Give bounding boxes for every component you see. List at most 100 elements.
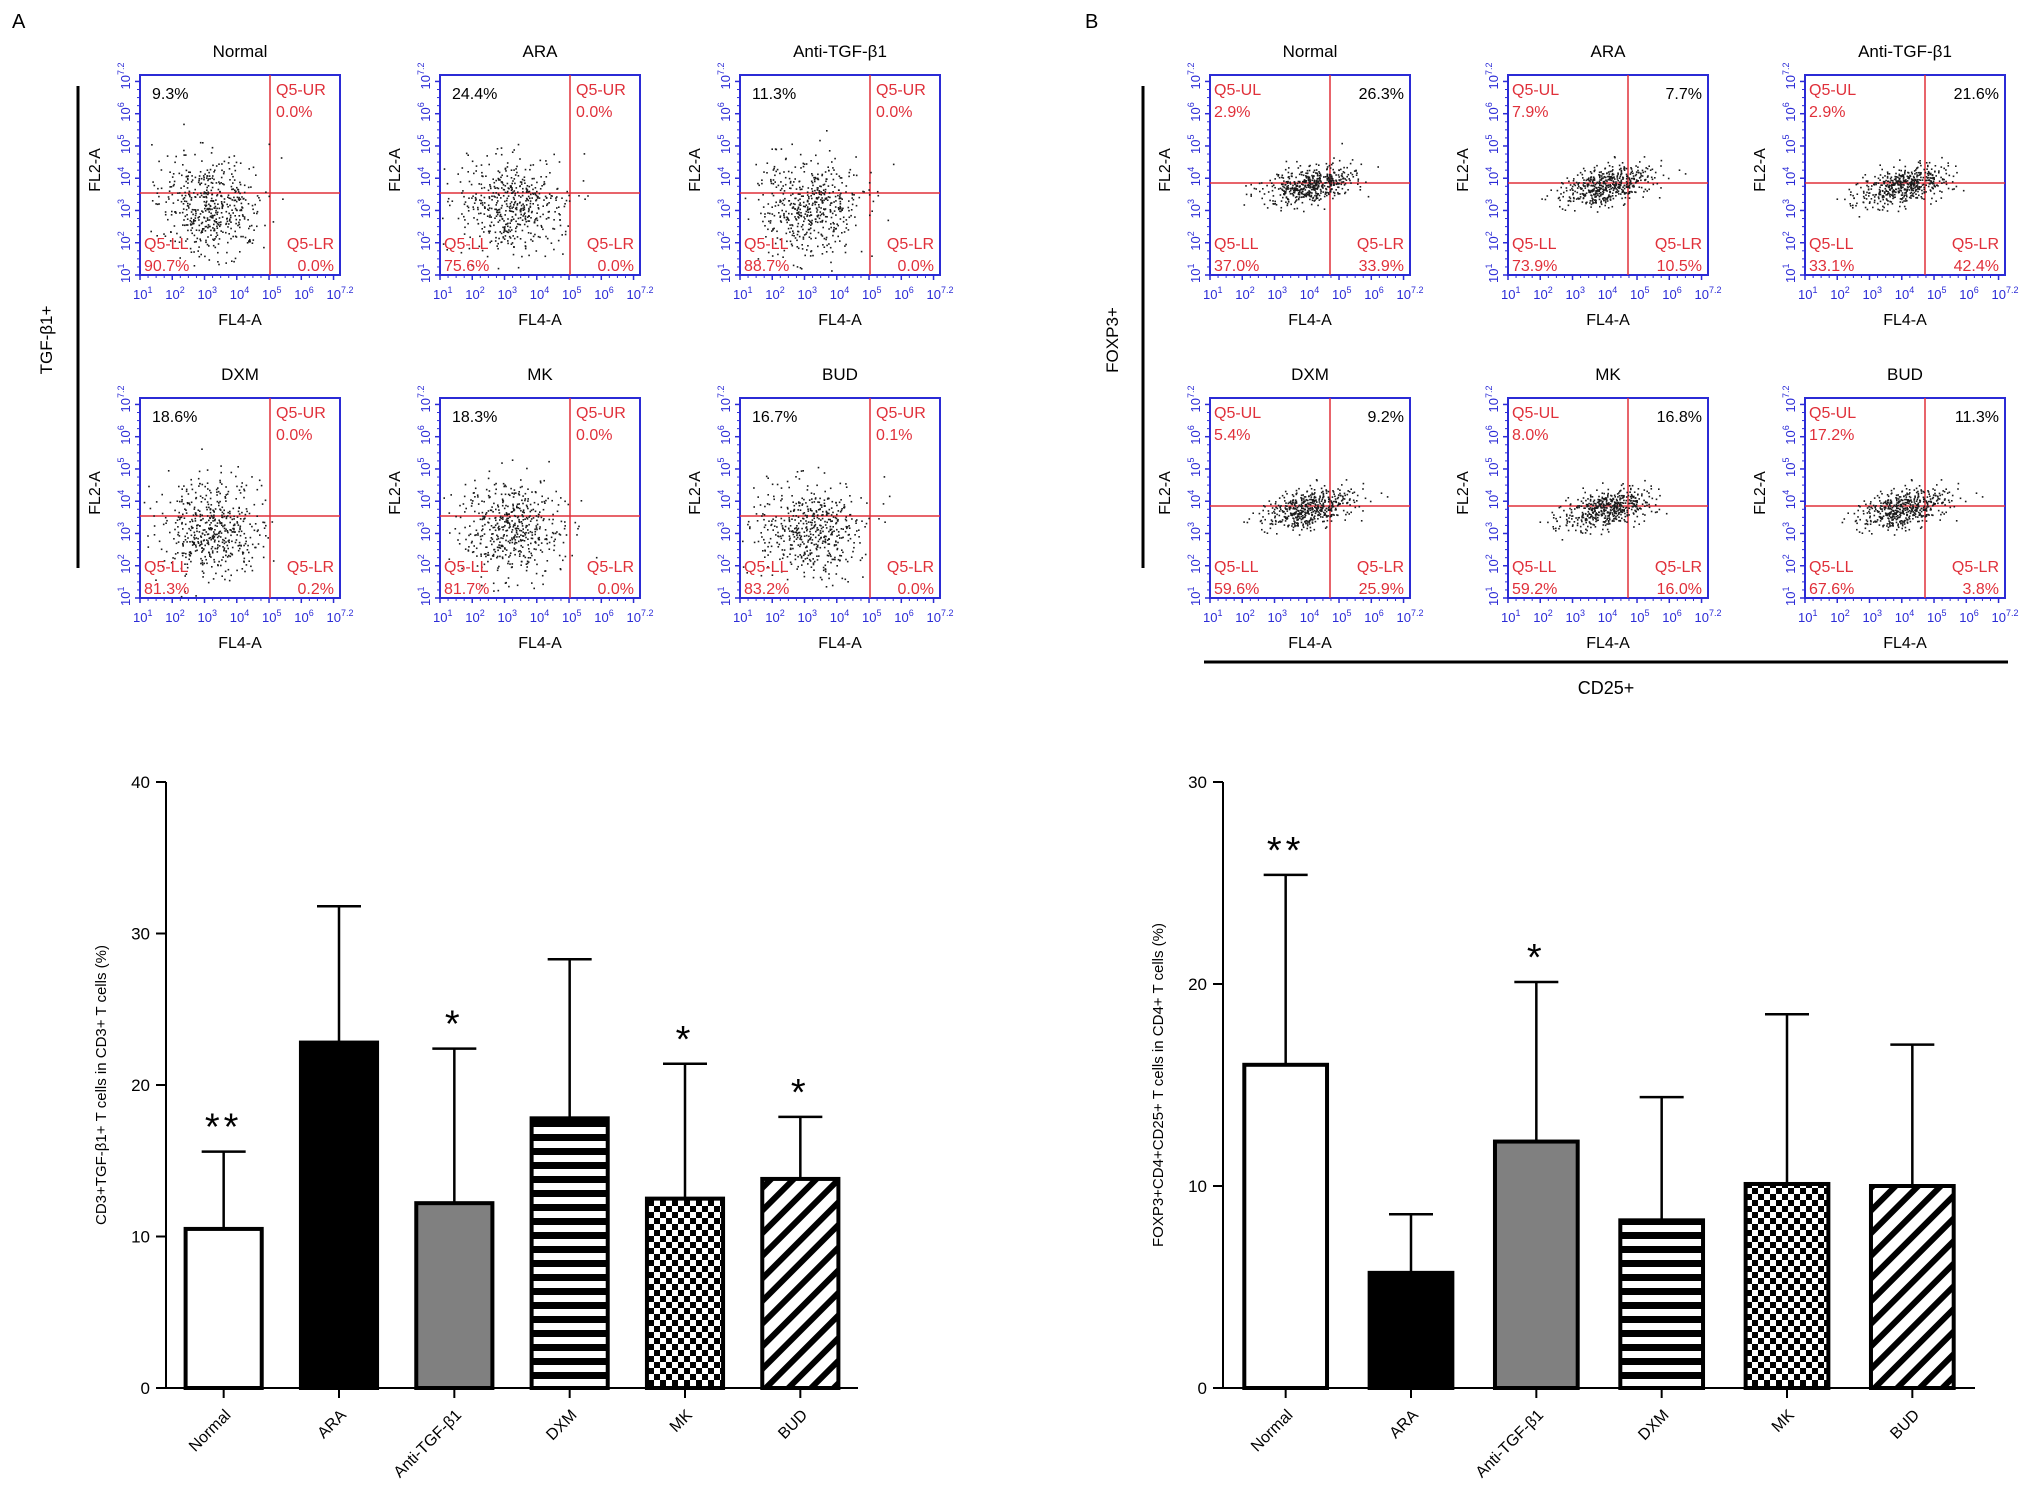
event-dot xyxy=(1276,173,1278,176)
event-dot xyxy=(1285,191,1287,193)
event-dot xyxy=(1616,175,1619,177)
quadrant-ul-label: Q5-UL xyxy=(1214,82,1261,99)
event-dot xyxy=(1342,497,1345,500)
event-dot xyxy=(520,210,522,213)
event-dot xyxy=(1311,192,1313,194)
x-tick-label: 102 xyxy=(1235,608,1254,625)
event-dot xyxy=(796,209,798,212)
event-dot xyxy=(182,541,185,543)
event-dot xyxy=(828,243,830,245)
event-dot xyxy=(1309,507,1312,509)
event-dot xyxy=(1955,185,1958,188)
event-dot xyxy=(217,546,219,549)
event-dot xyxy=(1338,159,1341,162)
event-dot xyxy=(522,502,524,505)
event-dot xyxy=(1885,194,1887,196)
event-dot xyxy=(206,562,208,565)
quadrant-lr-value: 33.9% xyxy=(1359,258,1404,275)
event-dot xyxy=(1893,191,1896,193)
event-dot xyxy=(243,218,246,220)
event-dot xyxy=(233,518,235,520)
event-dot xyxy=(1309,198,1311,201)
event-dot xyxy=(1300,196,1303,199)
event-dot xyxy=(196,237,199,240)
event-dot xyxy=(1640,179,1642,182)
event-dot xyxy=(185,556,187,559)
event-dot xyxy=(236,516,239,518)
event-dot xyxy=(1915,190,1917,192)
event-dot xyxy=(1318,164,1320,166)
event-dot xyxy=(255,174,257,176)
event-dot xyxy=(561,234,563,236)
event-dot xyxy=(1915,169,1917,171)
event-dot xyxy=(177,516,180,518)
event-dot xyxy=(779,216,781,218)
y-tick-label: 106 xyxy=(1781,102,1798,121)
event-dot xyxy=(229,555,232,558)
x-tick-label: 105 xyxy=(1332,608,1351,625)
event-dot xyxy=(158,203,160,205)
event-dot xyxy=(1613,156,1616,158)
event-dot xyxy=(1609,170,1612,173)
y-axis-label: FL2-A xyxy=(687,148,704,192)
event-dot xyxy=(1572,180,1575,182)
event-dot xyxy=(216,207,218,210)
event-dot xyxy=(770,178,772,181)
event-dot xyxy=(834,195,837,198)
event-dot xyxy=(176,500,179,502)
event-dot xyxy=(845,185,848,187)
event-dot xyxy=(151,144,153,146)
event-dot xyxy=(1614,186,1616,189)
event-dot xyxy=(195,512,197,514)
event-dot xyxy=(790,187,792,190)
event-dot xyxy=(512,218,515,220)
event-dot xyxy=(1326,185,1329,188)
event-dot xyxy=(221,483,223,485)
event-dot xyxy=(482,528,484,530)
event-dot xyxy=(1629,180,1632,182)
event-dot xyxy=(1281,188,1283,191)
event-dot xyxy=(1317,177,1319,180)
event-dot xyxy=(1293,503,1296,506)
event-dot xyxy=(1593,189,1595,192)
event-dot xyxy=(1606,190,1608,192)
event-dot xyxy=(1309,530,1312,532)
event-dot xyxy=(1353,170,1356,172)
event-dot xyxy=(1620,182,1622,185)
y-tick-label: 102 xyxy=(1186,554,1203,573)
event-dot xyxy=(1309,509,1312,511)
event-dot xyxy=(1293,513,1295,516)
event-dot xyxy=(822,201,824,204)
event-dot xyxy=(839,207,841,210)
event-dot xyxy=(1300,497,1302,499)
event-dot xyxy=(1905,190,1908,192)
event-dot xyxy=(169,171,171,173)
event-dot xyxy=(218,221,220,224)
event-dot xyxy=(800,212,802,214)
event-dot xyxy=(525,200,527,202)
event-dot xyxy=(1288,190,1291,193)
event-dot xyxy=(174,557,176,560)
event-dot xyxy=(521,178,524,181)
event-dot xyxy=(201,160,203,162)
event-dot xyxy=(247,203,250,205)
event-dot xyxy=(472,206,474,208)
event-dot xyxy=(807,187,810,189)
event-dot xyxy=(800,225,803,228)
event-dot xyxy=(826,244,828,247)
event-dot xyxy=(489,241,491,244)
event-dot xyxy=(1303,187,1306,189)
event-dot xyxy=(1874,175,1876,178)
event-dots xyxy=(443,459,598,592)
event-dot xyxy=(199,519,202,522)
event-dot xyxy=(1619,175,1622,178)
event-dot xyxy=(1284,505,1287,507)
event-dot xyxy=(563,527,566,530)
event-dot xyxy=(256,225,258,228)
event-dot xyxy=(147,546,150,548)
event-dot xyxy=(220,221,222,223)
event-dot xyxy=(253,229,255,231)
event-dot xyxy=(509,230,512,233)
event-dot xyxy=(200,540,202,543)
event-dot xyxy=(205,494,208,497)
